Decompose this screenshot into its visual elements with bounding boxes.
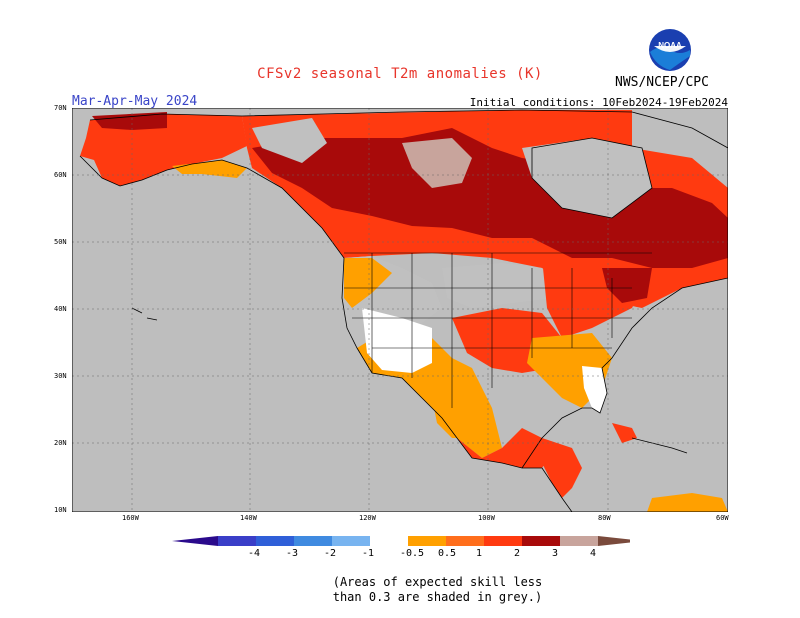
colorbar-segment [560,536,598,546]
lon-label: 140W [240,514,257,522]
noaa-logo: NOAA [648,28,692,72]
colorbar-tick-label: -2 [324,548,337,559]
lat-label: 60N [54,171,67,179]
colorbar-tick-label: 3 [552,548,559,559]
colorbar-tick-label: -3 [286,548,299,559]
colorbar-segment [370,536,408,546]
lon-label: 160W [122,514,139,522]
mexico-orange [432,398,472,438]
colorbar-tick-label: 0.5 [438,548,457,559]
footnote: (Areas of expected skill less than 0.3 a… [0,575,800,605]
alaska-north [92,112,167,130]
colorbar-tick-label: 1 [476,548,483,559]
colorbar-segment [484,536,522,546]
lat-label: 30N [54,372,67,380]
footnote-line: than 0.3 are shaded in grey.) [332,590,543,604]
coastlines [79,109,728,512]
canada-grey-west [252,118,327,163]
lat-label: 10N [54,506,67,514]
lon-label: 120W [359,514,376,522]
colorbar-tick-label: -0.5 [400,548,425,559]
us-east-dark-red [602,268,652,303]
canada-grey-hudson [522,138,652,218]
colorbar-tick-label: -4 [248,548,261,559]
colorbar-segment [446,536,484,546]
colorbar-segment [522,536,560,546]
anomaly-map [72,108,728,512]
colorbar-arrow-right [598,536,630,546]
forecast-period: Mar-Apr-May 2024 [72,94,198,109]
footnote-line: (Areas of expected skill less [332,575,543,589]
noaa-logo-text: NOAA [658,41,682,50]
florida [582,366,607,413]
lon-label: 60W [716,514,729,522]
canada-dark-red [252,128,728,268]
caribbean-patch [612,423,637,443]
political-borders [344,252,652,408]
graticule [72,108,728,512]
agency-label: NWS/NCEP/CPC [615,75,709,90]
canada-brown-patch [402,138,472,188]
us-white-southwest [362,308,432,373]
lat-label: 70N [54,104,67,112]
colorbar-segment [256,536,294,546]
lon-label: 80W [598,514,611,522]
lon-label: 100W [478,514,495,522]
us-orange-west [344,258,392,308]
colorbar-tick-label: 2 [514,548,521,559]
south-america-patch [647,493,728,512]
alaska-region [80,114,247,186]
chart-title: CFSv2 seasonal T2m anomalies (K) [257,66,543,82]
colorbar-segment [408,536,446,546]
colorbar-segment [332,536,370,546]
colorbar [172,536,630,546]
lat-label: 50N [54,238,67,246]
colorbar-tick-label: 4 [590,548,597,559]
colorbar-segment [218,536,256,546]
colorbar-segment [294,536,332,546]
lat-label: 40N [54,305,67,313]
colorbar-arrow-left [172,536,218,546]
lat-label: 20N [54,439,67,447]
initial-conditions: Initial conditions: 10Feb2024-19Feb2024 [469,96,728,109]
us-central-grey [442,263,552,308]
colorbar-tick-label: -1 [362,548,375,559]
